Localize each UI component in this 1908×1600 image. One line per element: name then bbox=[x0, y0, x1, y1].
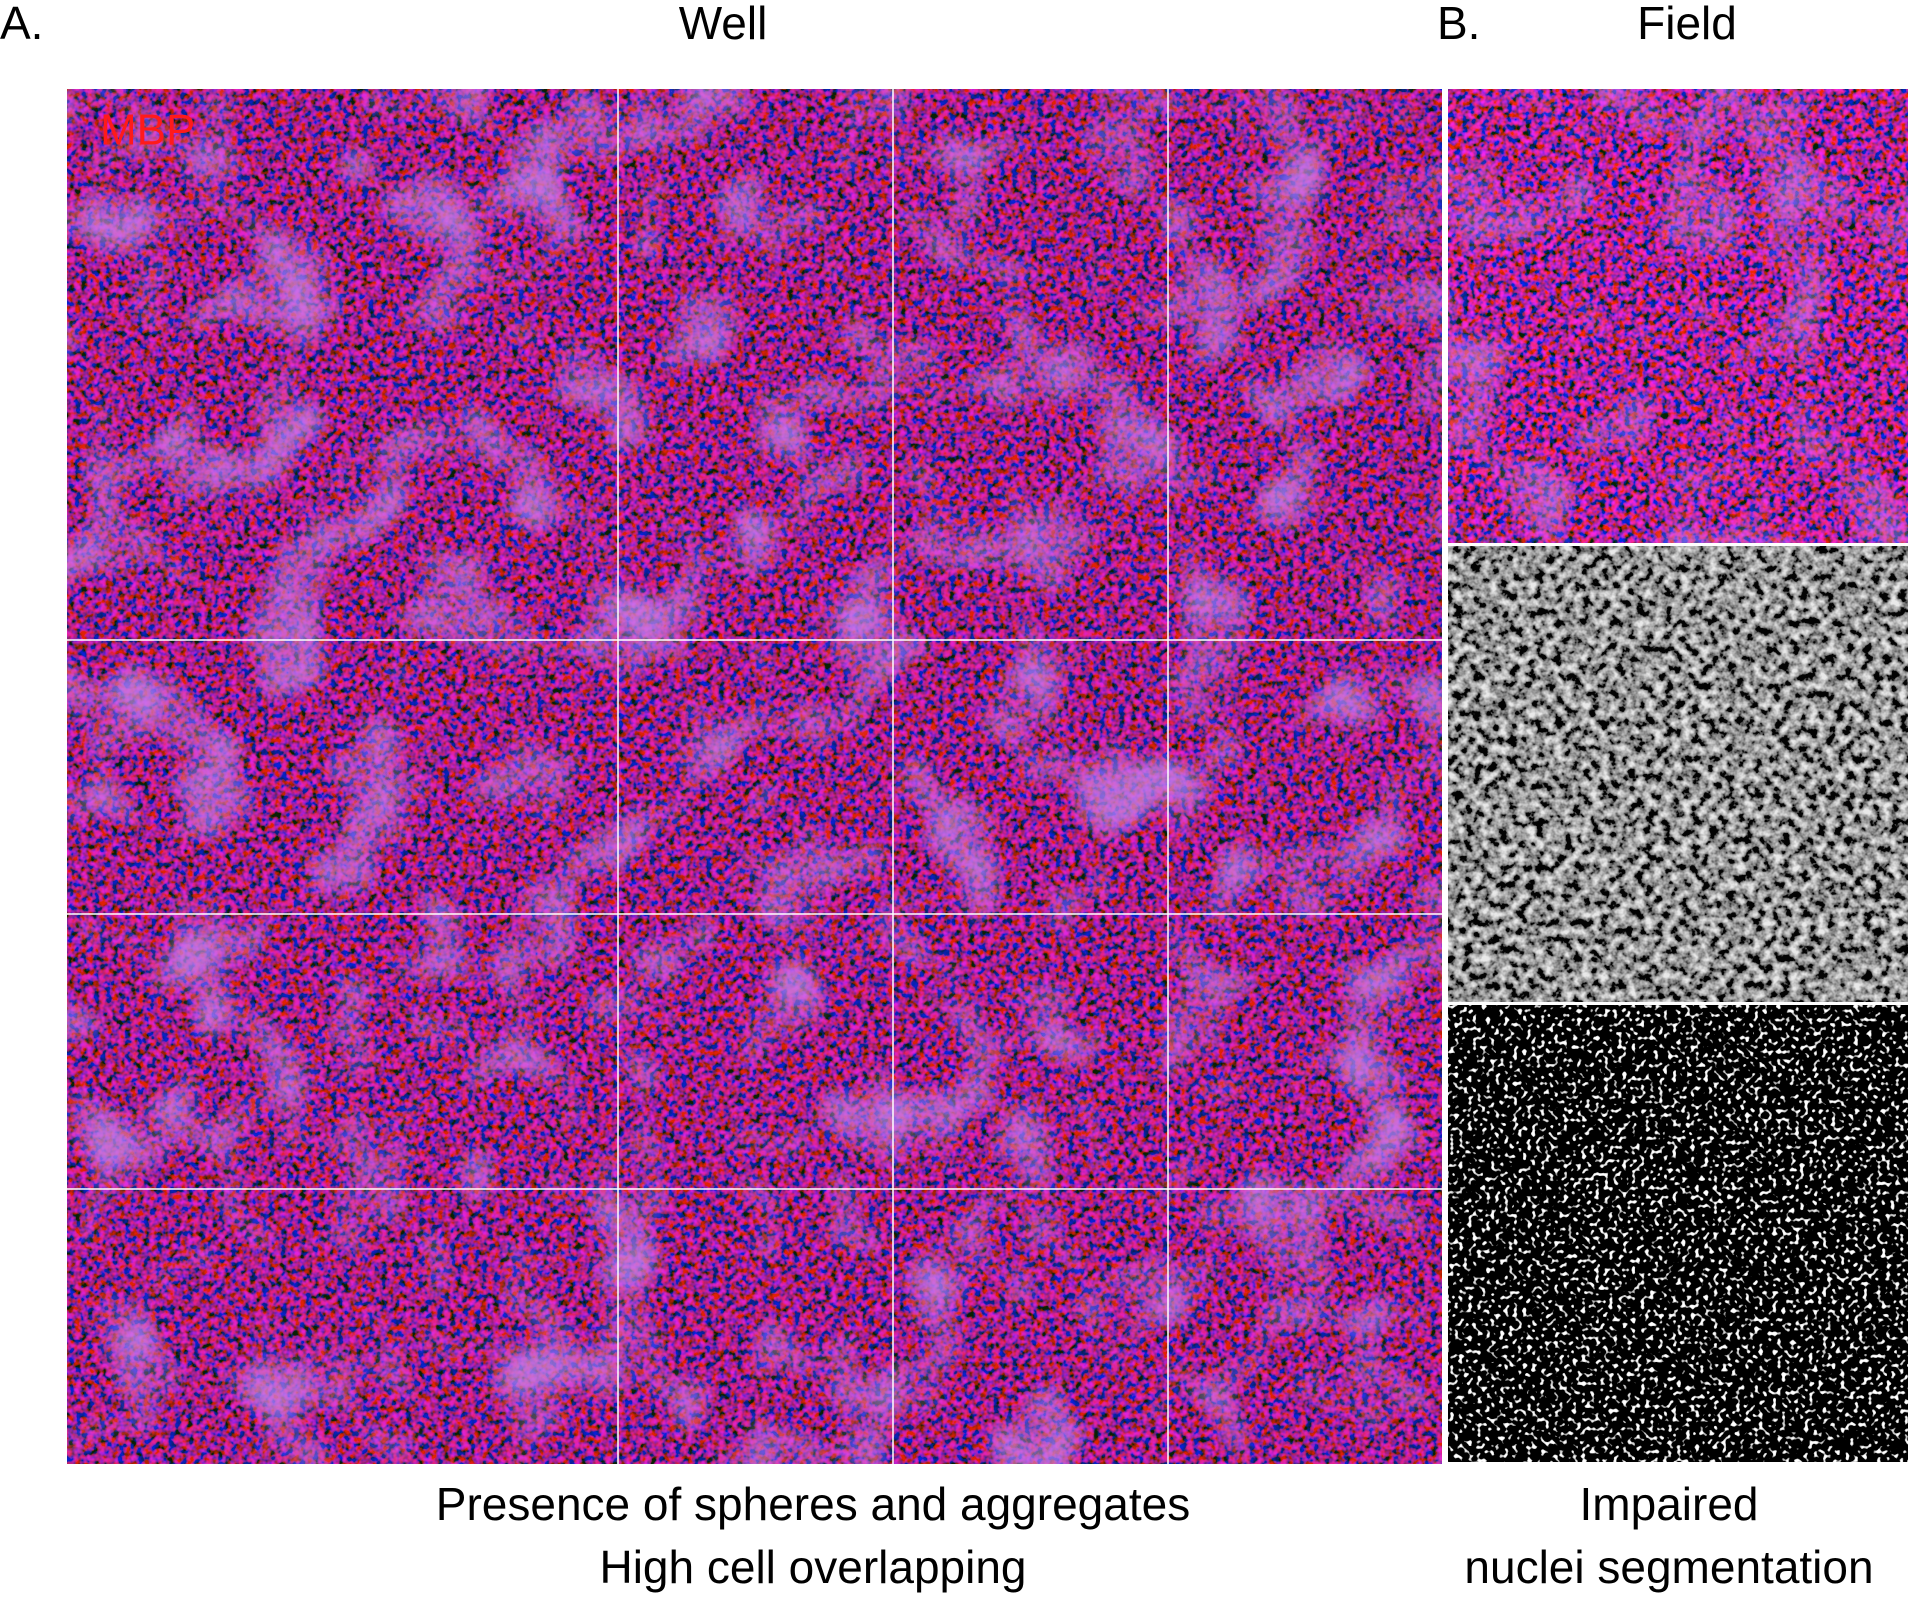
stain-label: MBP bbox=[100, 106, 195, 155]
field-gray-image bbox=[1448, 546, 1908, 1002]
panel-b-label: B. bbox=[1437, 0, 1480, 49]
panel-b-title: Field bbox=[1637, 0, 1737, 49]
panel-a-title: Well bbox=[679, 0, 768, 49]
caption-b-line: nuclei segmentation bbox=[1464, 1541, 1873, 1593]
caption-a-line: High cell overlapping bbox=[599, 1541, 1026, 1593]
field-nuclei-image bbox=[1448, 1005, 1908, 1462]
panel-a-label: A. bbox=[0, 0, 43, 49]
tile-grid bbox=[67, 89, 1442, 1464]
caption-a-line: Presence of spheres and aggregates bbox=[436, 1478, 1190, 1530]
field-merged-image bbox=[1448, 89, 1908, 543]
well-image: MBP bbox=[67, 89, 1442, 1464]
caption-b-line: Impaired bbox=[1580, 1478, 1759, 1530]
